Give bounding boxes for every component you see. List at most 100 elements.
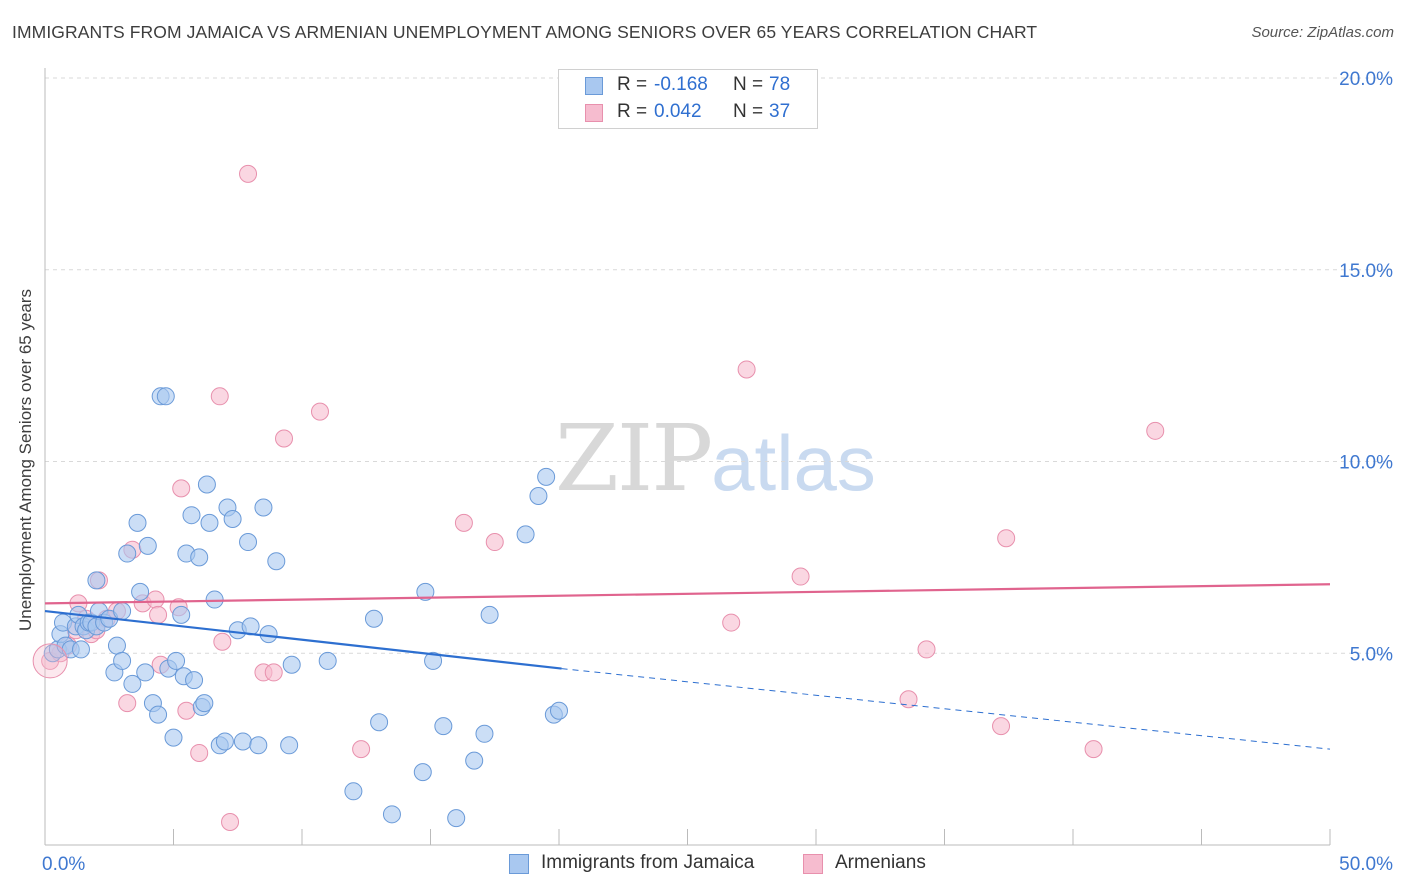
jamaica-point [123, 674, 142, 693]
jamaica-point [280, 736, 299, 755]
legend-r-value: 0.042 [654, 101, 702, 122]
armenians-point [791, 567, 810, 586]
jamaica-point [416, 582, 435, 601]
jamaica-point [259, 625, 278, 644]
armenians-point [917, 640, 936, 659]
armenians-point [997, 529, 1016, 548]
legend-r-value: -0.168 [654, 74, 708, 95]
jamaica-point [537, 467, 556, 486]
jamaica-point [107, 636, 126, 655]
jamaica-point [480, 605, 499, 624]
legend-row-jamaica: R = -0.168 N = 78 [559, 73, 817, 99]
armenians-point [239, 164, 258, 183]
jamaica-trend-line [44, 609, 562, 670]
jamaica-point [149, 705, 168, 724]
armenians-point [146, 590, 165, 609]
legend-swatch-armenians [585, 104, 603, 122]
y-tick-label: 5.0% [1350, 644, 1393, 665]
armenians-point [454, 513, 473, 532]
bottom-legend-label-jamaica: Immigrants from Jamaica [541, 852, 755, 873]
legend-n-value: 78 [769, 74, 791, 95]
watermark: ZIPatlas [555, 405, 876, 512]
jamaica-point [172, 605, 191, 624]
jamaica-point [434, 717, 453, 736]
y-tick-label: 20.0% [1339, 69, 1393, 90]
armenians-point-large [32, 643, 68, 679]
armenians-trend-line [44, 583, 1331, 605]
armenians-point [172, 479, 191, 498]
armenians-point [275, 429, 294, 448]
bottom-legend-swatch-jamaica [509, 854, 529, 874]
armenians-point [992, 717, 1011, 736]
jamaica-point [113, 602, 132, 621]
legend-r-label: R = [617, 101, 648, 122]
jamaica-point [382, 805, 401, 824]
legend-n-label: N = [733, 101, 764, 122]
y-axis-label: Unemployment Among Seniors over 65 years [16, 288, 35, 632]
armenians-point [737, 360, 756, 379]
jamaica-point [267, 552, 286, 571]
jamaica-point [167, 651, 186, 670]
jamaica-point [136, 663, 155, 682]
jamaica-point [318, 651, 337, 670]
armenians-point [213, 632, 232, 651]
legend-row-armenians: R = 0.042 N = 37 [559, 100, 817, 126]
jamaica-point [529, 487, 548, 506]
jamaica-point [424, 651, 443, 670]
jamaica-point [254, 498, 273, 517]
jamaica-trend-extension [561, 668, 1331, 750]
jamaica-point [190, 548, 209, 567]
correlation-legend: R = -0.168 N = 78 R = 0.042 N = 37 [558, 69, 818, 129]
y-tick-label: 15.0% [1339, 261, 1393, 282]
jamaica-point [113, 651, 132, 670]
jamaica-point [87, 571, 106, 590]
armenians-point [310, 402, 329, 421]
watermark-atlas: atlas [711, 419, 876, 507]
jamaica-point [249, 736, 268, 755]
armenians-point [485, 533, 504, 552]
armenians-point [722, 613, 741, 632]
jamaica-point [233, 732, 252, 751]
gridlines [45, 77, 1392, 654]
jamaica-point [118, 544, 137, 563]
armenians-point [1146, 421, 1165, 440]
jamaica-point [164, 728, 183, 747]
jamaica-point [223, 510, 242, 529]
axes [44, 68, 1331, 846]
x-tick-label: 0.0% [42, 854, 85, 875]
jamaica-point [138, 536, 157, 555]
jamaica-point [156, 387, 175, 406]
armenians-point [264, 663, 283, 682]
legend-swatch-jamaica [585, 77, 603, 95]
legend-n-label: N = [733, 74, 764, 95]
jamaica-point [215, 732, 234, 751]
jamaica-point [550, 701, 568, 720]
jamaica-point [185, 671, 204, 690]
armenians-point [352, 740, 371, 759]
jamaica-point [197, 475, 216, 494]
jamaica-point [344, 782, 363, 801]
armenians-point [210, 387, 229, 406]
y-tick-label: 10.0% [1339, 453, 1393, 474]
trend-lines [44, 583, 1331, 750]
data-points [32, 164, 1165, 831]
jamaica-point [413, 763, 432, 782]
jamaica-point [239, 533, 258, 552]
armenians-point [899, 690, 918, 709]
jamaica-point [131, 582, 150, 601]
bottom-legend-swatch-armenians [803, 854, 823, 874]
armenians-point [149, 605, 168, 624]
bottom-legend-label-armenians: Armenians [835, 852, 926, 873]
legend-n-value: 37 [769, 101, 791, 122]
jamaica-point [475, 724, 494, 743]
armenians-point [190, 743, 209, 762]
jamaica-point [364, 609, 383, 628]
jamaica-point [205, 590, 224, 609]
jamaica-point [182, 506, 201, 525]
jamaica-point [195, 694, 214, 713]
armenians-point [221, 812, 240, 831]
armenians-point [177, 701, 196, 720]
armenians-point [1084, 740, 1103, 759]
watermark-zip: ZIP [555, 405, 713, 512]
